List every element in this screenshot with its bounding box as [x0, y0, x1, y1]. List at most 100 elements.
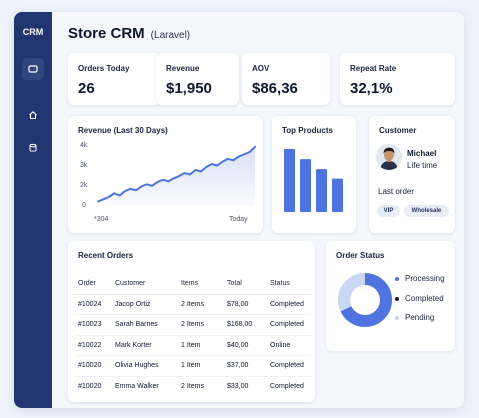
kpi-value: $1,950 — [166, 80, 212, 97]
customer-title: Customer — [379, 126, 417, 135]
tag-wholesale[interactable]: Wholesale — [404, 205, 449, 217]
legend-dot — [395, 296, 399, 301]
sidebar: CRM — [14, 12, 52, 408]
recent-orders-title: Recent Orders — [78, 251, 134, 260]
column-header: Customer — [111, 274, 177, 295]
customer-name: Mark Korter — [111, 335, 177, 356]
order-id: #10023 — [74, 314, 111, 336]
customer-role: Life time — [407, 161, 438, 170]
x-end-label: Today — [229, 216, 248, 223]
revenue-series-line — [97, 145, 256, 203]
recent-orders-card: Recent Orders Order Customer Items Total… — [68, 241, 315, 402]
table-row[interactable]: #10020 Olivia Hughes 1 Item $37,00 Compl… — [74, 355, 311, 377]
kpi-value: 32,1% — [350, 80, 393, 97]
customer-photo — [376, 144, 402, 170]
table-row[interactable]: #10024 Jacop Ortiz 2 Items $78,00 Comple… — [74, 294, 311, 315]
legend-label: Completed — [405, 294, 444, 303]
kpi-card-aov: AOV $86,36 — [242, 53, 330, 105]
order-id: #10020 — [74, 355, 111, 377]
legend-label: Processing — [405, 274, 445, 283]
order-status: Online — [266, 335, 311, 356]
order-status-card: Order Status Processing Completed Pendin… — [326, 241, 455, 351]
column-header: Status — [266, 274, 311, 295]
kpi-label: Orders Today — [78, 64, 130, 73]
legend-label: Pending — [405, 313, 435, 322]
items-count: 2 Items — [177, 294, 223, 315]
page-subtitle: (Laravel) — [150, 30, 191, 41]
home-icon — [29, 111, 37, 120]
kpi-value: $86,36 — [252, 80, 298, 97]
top-products-bar-chart — [284, 149, 343, 212]
page-header: Store CRM (Laravel) — [68, 25, 190, 47]
legend-item-pending: Pending — [395, 313, 434, 322]
kpi-card-repeat-rate: Repeat Rate 32,1% — [340, 53, 455, 105]
top-products-card: Top Products — [272, 116, 356, 233]
customer-name: Sarah Barnes — [111, 314, 177, 336]
tag-vip[interactable]: VIP — [377, 205, 400, 217]
order-total: $33,00 — [227, 383, 249, 390]
customer-card: Customer Michael Life time Last order VI… — [369, 116, 455, 233]
bar-product-1[interactable] — [284, 149, 295, 212]
customer-name: Emma Walker — [115, 383, 159, 390]
table-header-row: Order Customer Items Total Status — [74, 274, 311, 295]
items-count: 2 Items — [181, 383, 204, 390]
legend-item-completed: Completed — [395, 294, 444, 303]
column-header: Order — [74, 274, 111, 295]
y-tick-label: 3k — [80, 162, 88, 169]
brand-logo: CRM — [22, 27, 44, 37]
column-header: Total — [223, 274, 266, 295]
order-total: $78,00 — [223, 294, 266, 315]
items-count: 1 Item — [177, 355, 223, 377]
kpi-card-orders-today: Orders Today 26 — [68, 53, 161, 105]
legend-dot — [395, 315, 399, 320]
order-status: Completed — [270, 383, 304, 390]
order-status: Completed — [266, 355, 311, 377]
revenue-line-chart — [97, 145, 256, 206]
kpi-value: 26 — [78, 80, 95, 97]
kpi-label: Repeat Rate — [350, 64, 397, 73]
sidebar-item-database[interactable] — [22, 137, 44, 159]
revenue-chart-title: Revenue (Last 30 Days) — [78, 126, 168, 135]
column-header: Items — [177, 274, 223, 295]
bar-product-4[interactable] — [332, 178, 343, 212]
customer-name: Michael — [407, 149, 437, 158]
items-count: 2 Items — [177, 314, 223, 336]
y-tick-label: 0 — [82, 202, 86, 209]
y-tick-label: 4k — [80, 142, 88, 149]
revenue-area-fill — [98, 146, 255, 206]
items-count: 1 Item — [177, 335, 223, 356]
top-products-title: Top Products — [282, 126, 333, 135]
kpi-label: AOV — [252, 64, 270, 73]
table-row[interactable]: #10022 Mark Korter 1 Item $40,00 Online — [74, 335, 311, 356]
customer-name: Jacop Ortiz — [111, 294, 177, 315]
y-tick-label: 2k — [80, 182, 88, 189]
bar-product-3[interactable] — [316, 169, 327, 212]
legend-item-processing: Processing — [395, 274, 445, 283]
legend-dot — [395, 276, 399, 281]
database-icon — [29, 143, 37, 152]
donut-slice-pending[interactable] — [338, 273, 392, 327]
grid-icon — [28, 65, 38, 73]
customer-name: Olivia Hughes — [111, 355, 177, 377]
order-id: #10020 — [78, 383, 102, 390]
order-id: #10022 — [74, 335, 111, 356]
table-row[interactable]: #10020 Emma Walker 2 Items $33,00 Comple… — [74, 376, 311, 397]
page-title: Store CRM — [68, 25, 145, 42]
bar-product-2[interactable] — [300, 159, 311, 212]
order-total: $168,00 — [223, 314, 266, 336]
table-row[interactable]: #10023 Sarah Barnes 2 Items $168,00 Comp… — [74, 314, 311, 336]
kpi-label: Revenue — [166, 64, 200, 73]
order-status-donut-chart — [338, 273, 392, 327]
kpi-card-revenue: Revenue $1,950 — [156, 53, 239, 105]
x-start-label: *304 — [94, 216, 109, 223]
last-order-label: Last order — [378, 187, 415, 196]
revenue-chart-card: Revenue (Last 30 Days) 4k 3k 2k 0 *304 T… — [68, 116, 263, 233]
orders-table: Order Customer Items Total Status #10024… — [74, 274, 311, 397]
order-status: Completed — [266, 314, 311, 336]
sidebar-item-home[interactable] — [22, 104, 44, 126]
avatar — [376, 144, 402, 170]
order-total: $40,00 — [223, 335, 266, 356]
order-total: $37,00 — [223, 355, 266, 377]
order-status-title: Order Status — [336, 251, 385, 260]
sidebar-item-dashboard[interactable] — [22, 58, 44, 80]
